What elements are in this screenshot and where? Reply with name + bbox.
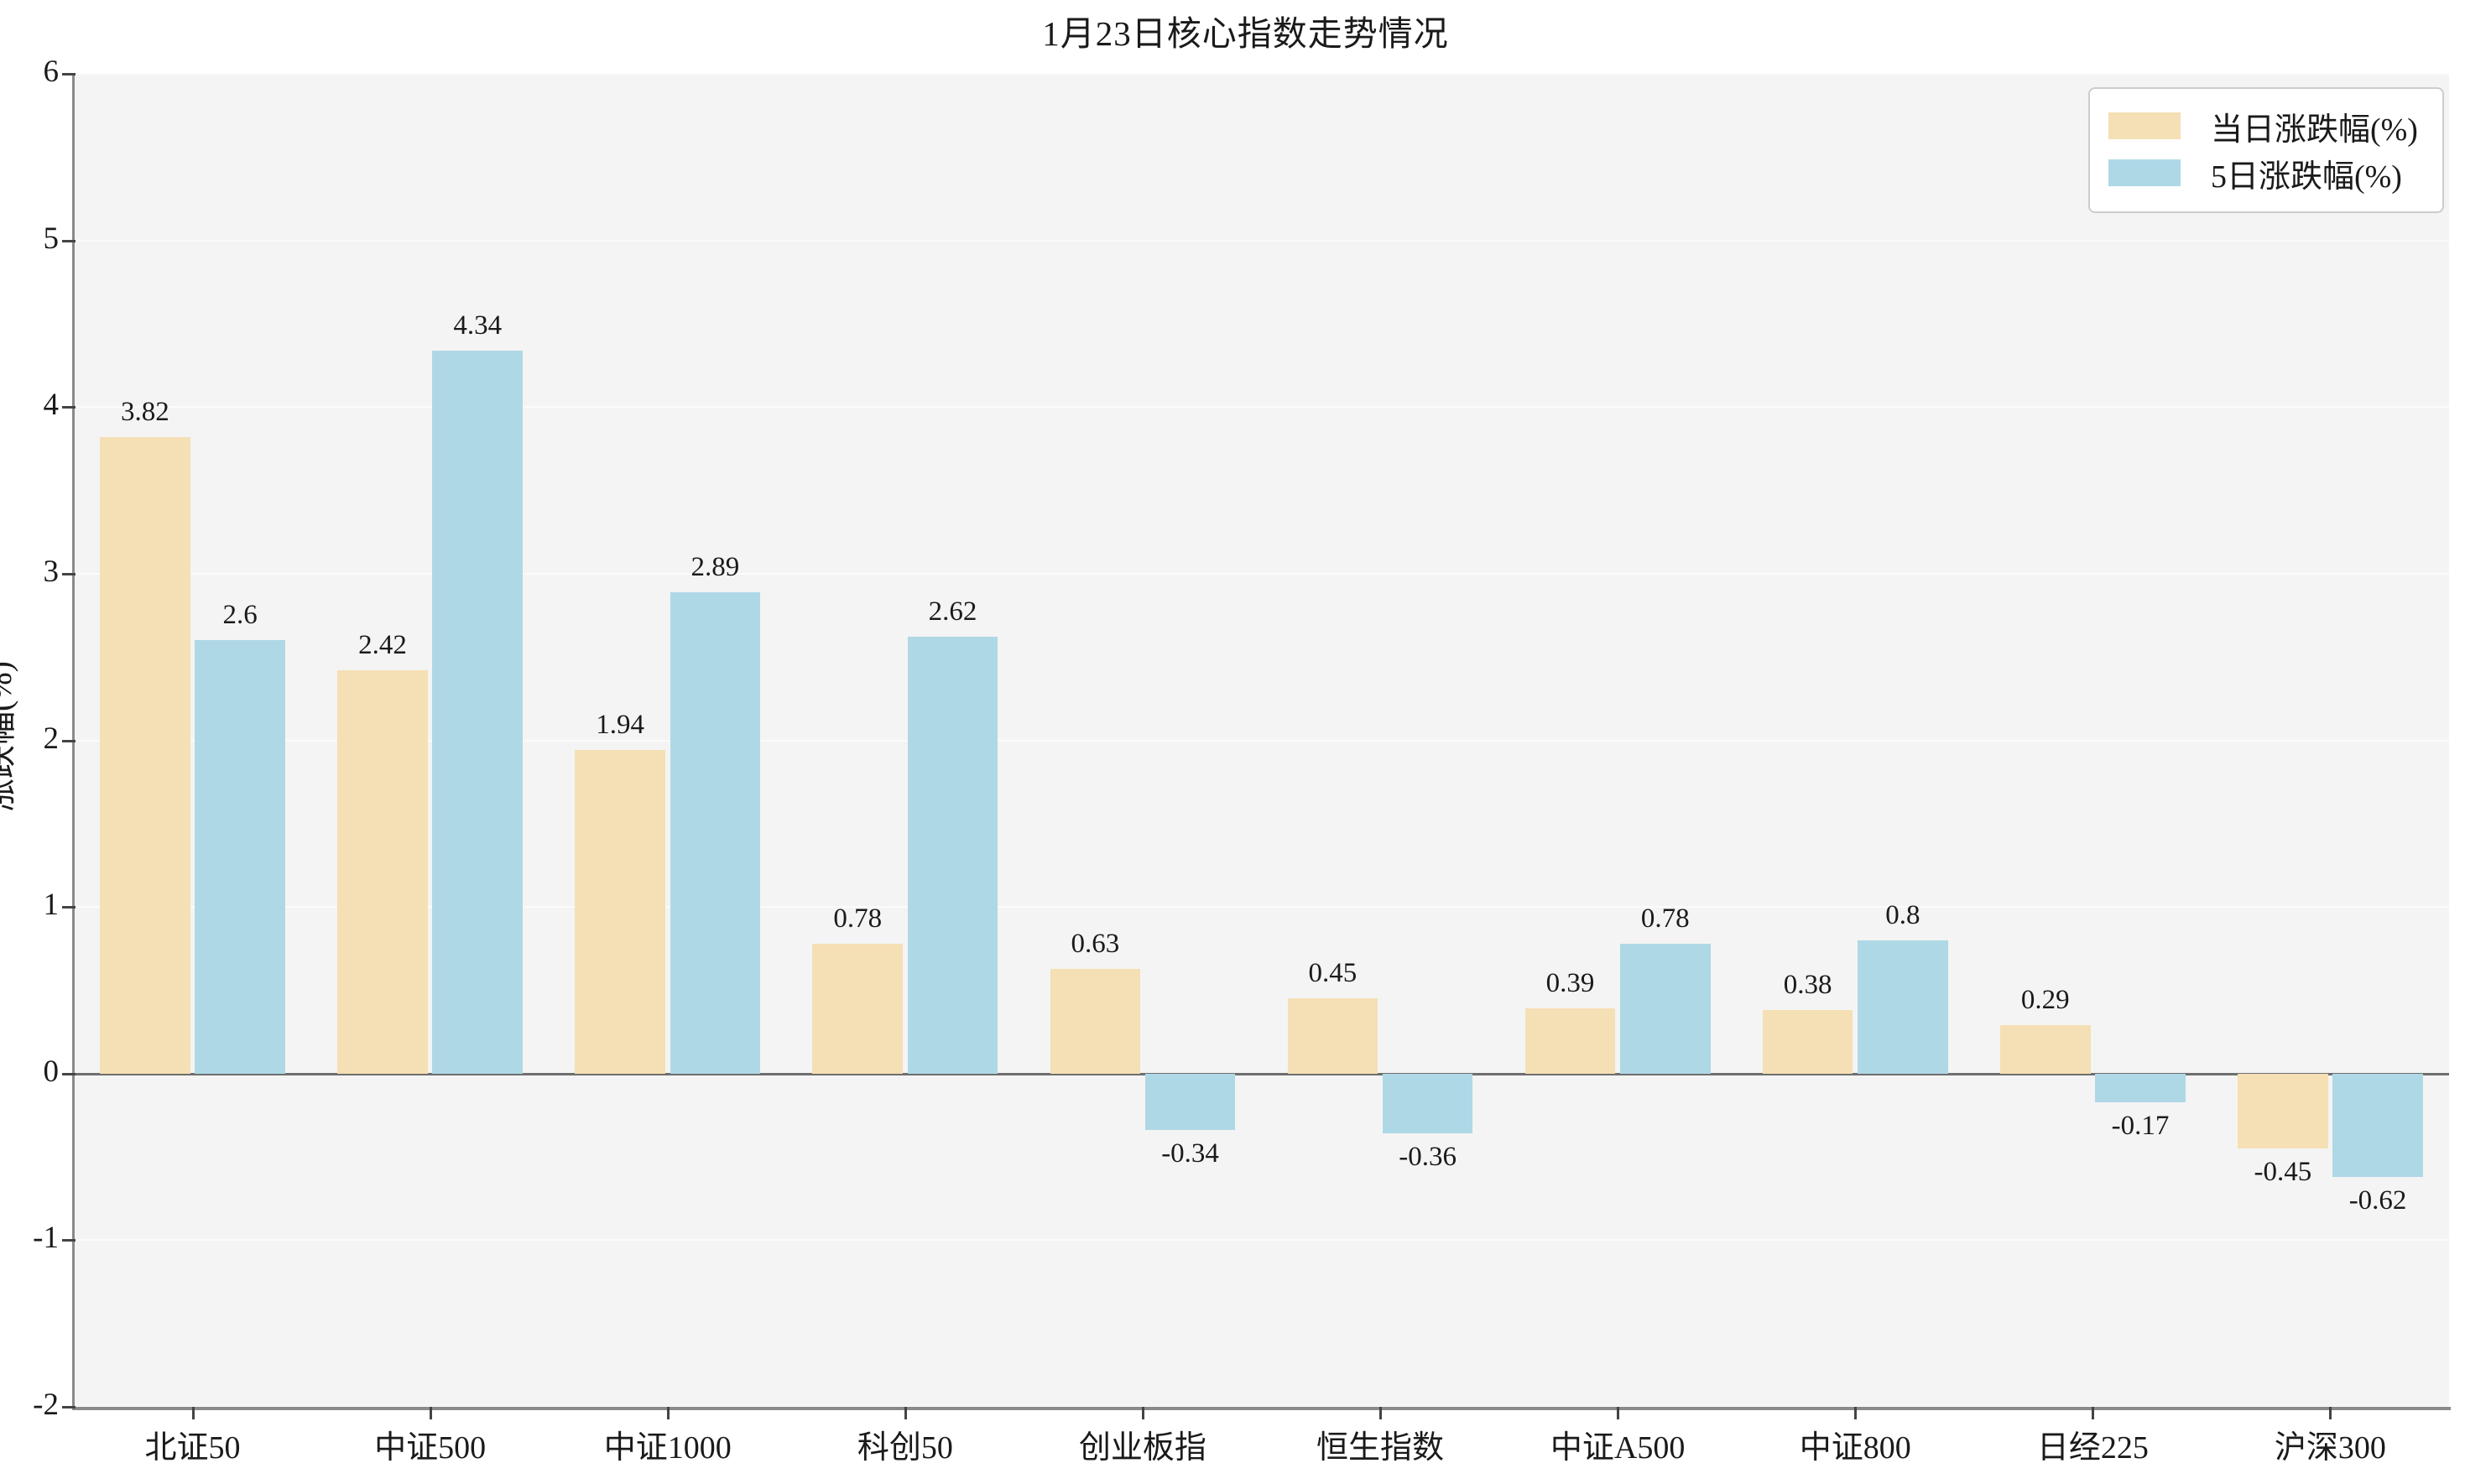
x-axis-spine	[72, 1407, 2451, 1410]
y-tick-label: 3	[43, 554, 60, 589]
bar-value-label: 0.63	[1071, 928, 1120, 959]
bar-value-label: 0.29	[2020, 985, 2070, 1016]
y-tick-label: 6	[43, 55, 60, 89]
bar-value-label: -0.34	[1161, 1138, 1219, 1169]
y-tick-mark	[62, 906, 76, 909]
chart-legend: 当日涨跌幅(%) 5日涨跌幅(%)	[2088, 87, 2444, 213]
y-tick-label: 1	[43, 888, 60, 923]
bar[interactable]	[432, 350, 524, 1074]
bar-value-label: 2.6	[222, 600, 258, 631]
legend-item-1[interactable]: 5日涨跌幅(%)	[2108, 149, 2426, 196]
x-tick-mark	[666, 1407, 670, 1419]
y-tick-label: 4	[43, 388, 60, 423]
bar-value-label: 0.8	[1885, 899, 1920, 930]
bar-value-label: 2.89	[690, 551, 740, 582]
x-tick-label: 中证1000	[603, 1430, 732, 1466]
x-tick-label: 中证500	[374, 1430, 487, 1466]
y-tick-mark	[62, 1406, 76, 1408]
bar[interactable]	[100, 437, 190, 1074]
y-tick-label: -1	[33, 1221, 59, 1256]
bar[interactable]	[1999, 1025, 2091, 1074]
bar[interactable]	[337, 670, 428, 1074]
bar-value-label: -0.36	[1399, 1142, 1457, 1173]
bar-value-label: 1.94	[596, 710, 644, 741]
gridline	[74, 406, 2449, 409]
chart-title: 1月23日核心指数走势情况	[1042, 14, 1449, 53]
bar[interactable]	[195, 640, 285, 1074]
bar-value-label: 3.82	[121, 397, 169, 427]
bar-value-label: 0.78	[1640, 903, 1690, 934]
x-tick-label: 恒生指数	[1316, 1430, 1445, 1466]
x-tick-mark	[2329, 1407, 2332, 1419]
bar[interactable]	[907, 637, 998, 1074]
bar-value-label: 4.34	[453, 310, 503, 341]
y-tick-mark	[62, 73, 76, 76]
bar-value-label: -0.62	[2348, 1185, 2407, 1216]
bar[interactable]	[1382, 1073, 1473, 1134]
bar[interactable]	[1287, 998, 1378, 1074]
bar-value-label: 0.78	[833, 903, 883, 934]
bar[interactable]	[2332, 1073, 2423, 1177]
bar[interactable]	[1144, 1073, 1236, 1131]
bar[interactable]	[575, 750, 665, 1074]
y-tick-mark	[62, 239, 76, 242]
y-tick-mark	[62, 1072, 76, 1075]
bar-value-label: 0.38	[1783, 970, 1832, 1001]
y-tick-mark	[62, 406, 76, 409]
gridline	[74, 1239, 2449, 1242]
y-tick-label: 2	[43, 721, 60, 756]
bar-value-label: -0.17	[2111, 1110, 2170, 1141]
legend-swatch-icon-1	[2108, 159, 2181, 186]
bar[interactable]	[1762, 1010, 1853, 1074]
gridline	[74, 239, 2449, 242]
bar[interactable]	[1619, 943, 1711, 1074]
x-tick-mark	[1379, 1407, 1383, 1419]
gridline	[74, 906, 2449, 909]
x-tick-mark	[1854, 1407, 1858, 1419]
y-tick-mark	[62, 572, 76, 575]
x-tick-mark	[2092, 1407, 2095, 1419]
bar-value-label: 2.62	[928, 596, 977, 627]
zero-baseline	[74, 1072, 2449, 1075]
y-tick-label: 5	[43, 221, 60, 256]
bar[interactable]	[1858, 940, 1948, 1074]
x-tick-label: 中证800	[1799, 1430, 1911, 1466]
bar[interactable]	[2095, 1073, 2186, 1102]
y-tick-mark	[62, 739, 76, 742]
bar-value-label: 0.39	[1545, 968, 1595, 999]
x-tick-mark	[904, 1407, 907, 1419]
x-tick-label: 沪深300	[2274, 1430, 2386, 1466]
x-tick-label: 日经225	[2036, 1430, 2149, 1466]
legend-swatch-icon-0	[2108, 112, 2181, 139]
legend-label-1: 5日涨跌幅(%)	[2211, 159, 2402, 195]
gridline	[74, 73, 2449, 75]
bar[interactable]	[2238, 1073, 2328, 1149]
gridline	[74, 572, 2449, 575]
bar-value-label: 0.45	[1308, 958, 1358, 989]
y-tick-label: 0	[43, 1054, 60, 1089]
bar[interactable]	[1050, 968, 1141, 1074]
bar[interactable]	[812, 943, 903, 1074]
x-tick-mark	[191, 1407, 195, 1419]
bar[interactable]	[1524, 1008, 1616, 1074]
bar-value-label: 2.42	[358, 630, 407, 661]
gridline	[74, 739, 2449, 742]
legend-item-0[interactable]: 当日涨跌幅(%)	[2108, 102, 2426, 149]
y-tick-label: -2	[33, 1388, 59, 1422]
x-tick-mark	[429, 1407, 432, 1419]
x-tick-mark	[1617, 1407, 1620, 1419]
x-tick-label: 科创50	[857, 1430, 953, 1466]
x-tick-mark	[1141, 1407, 1144, 1419]
bar-value-label: -0.45	[2254, 1157, 2312, 1188]
x-tick-label: 中证A500	[1550, 1430, 1686, 1466]
bar[interactable]	[670, 591, 761, 1074]
y-tick-mark	[62, 1239, 76, 1242]
x-tick-label: 北证50	[144, 1430, 241, 1466]
x-tick-label: 创业板指	[1078, 1430, 1206, 1466]
legend-label-0: 当日涨跌幅(%)	[2211, 112, 2418, 148]
plot-area: 3.82 2.42 1.94 0.78 0.63 0.45 0.39 0.38 0.29 -0.4…	[74, 73, 2449, 1408]
